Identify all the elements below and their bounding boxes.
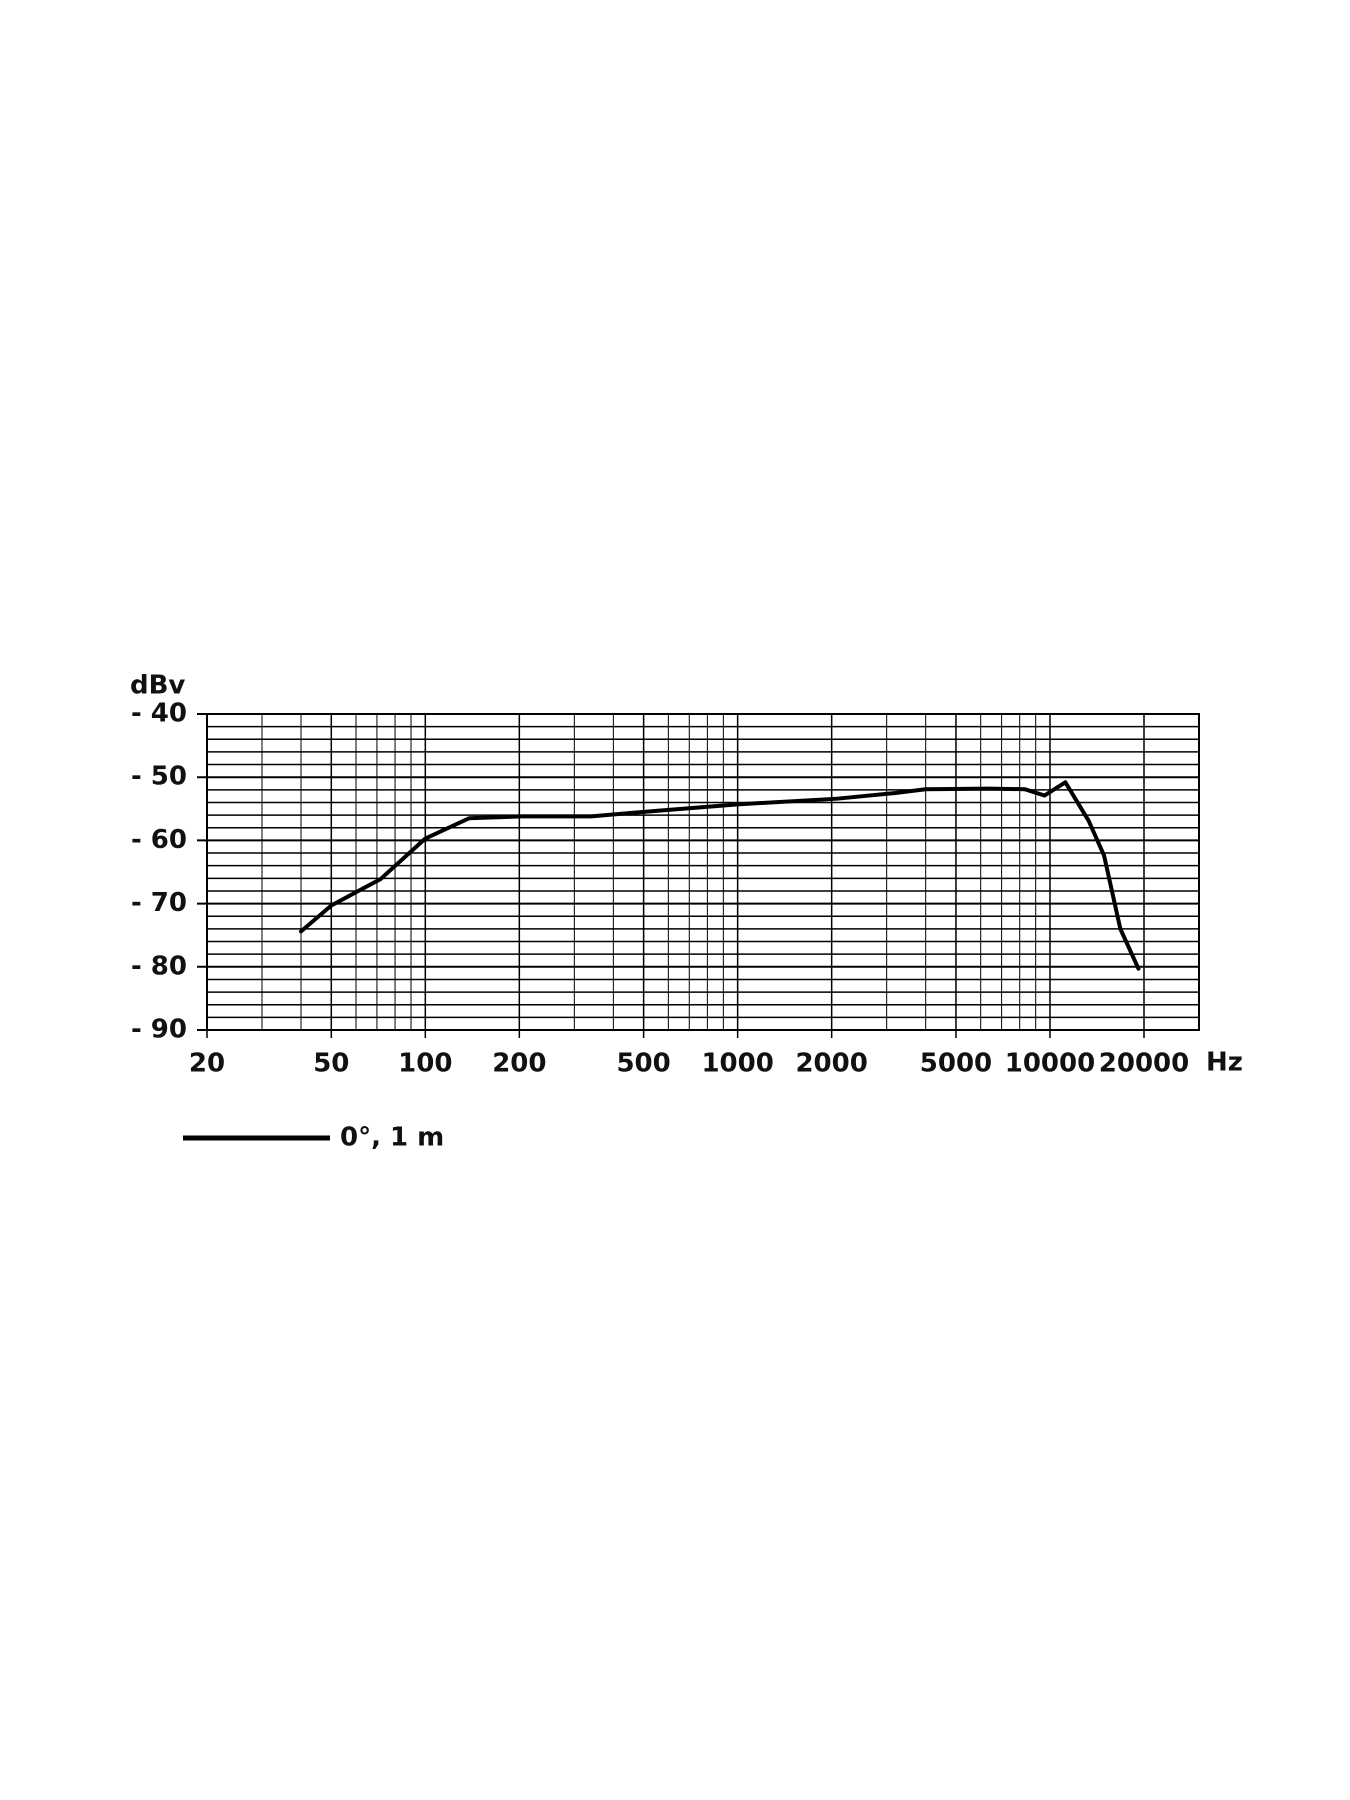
y-tick-label: - 50 xyxy=(131,762,187,792)
y-axis-label: dBv xyxy=(130,671,185,701)
y-tick-label: - 60 xyxy=(131,825,187,855)
x-tick-label: 50 xyxy=(313,1049,349,1079)
plot-frame xyxy=(206,713,1200,1031)
legend-label: 0°, 1 m xyxy=(340,1123,444,1153)
x-tick-label: 20000 xyxy=(1099,1049,1189,1079)
y-tick-label: - 80 xyxy=(131,951,187,981)
x-axis-label: Hz xyxy=(1206,1048,1243,1078)
y-tick-label: - 70 xyxy=(131,888,187,918)
x-tick-label: 5000 xyxy=(920,1049,992,1079)
x-tick-label: 500 xyxy=(616,1049,670,1079)
y-tick-label: - 90 xyxy=(131,1015,187,1045)
data-line xyxy=(299,780,1141,971)
y-tick-label: - 40 xyxy=(131,699,187,729)
x-tick-label: 2000 xyxy=(795,1049,867,1079)
x-tick-label: 10000 xyxy=(1005,1049,1095,1079)
x-tick-label: 200 xyxy=(492,1049,546,1079)
x-tick-label: 100 xyxy=(398,1049,452,1079)
x-tick-label: 1000 xyxy=(701,1049,773,1079)
x-tick-label: 20 xyxy=(189,1049,225,1079)
